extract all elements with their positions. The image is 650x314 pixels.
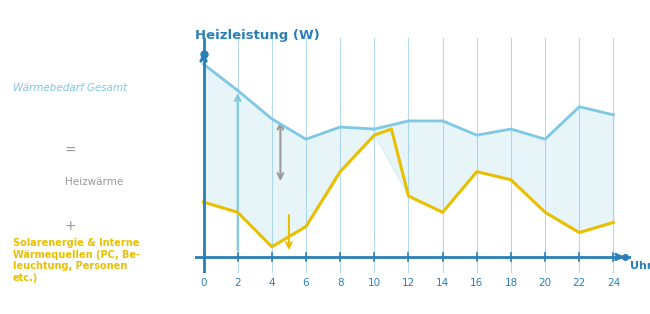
Text: Solarenergie & Interne
Wärmequellen (PC, Be-
leuchtung, Personen
etc.): Solarenergie & Interne Wärmequellen (PC,… [13,238,140,283]
Text: =: = [65,144,77,158]
Text: Uhrzeit (h): Uhrzeit (h) [630,261,650,271]
Text: Heizwärme: Heizwärme [65,177,124,187]
Text: Heizleistung (W): Heizleistung (W) [195,29,320,42]
Text: +: + [65,219,77,233]
Text: Wärmebedarf Gesamt: Wärmebedarf Gesamt [13,83,127,93]
